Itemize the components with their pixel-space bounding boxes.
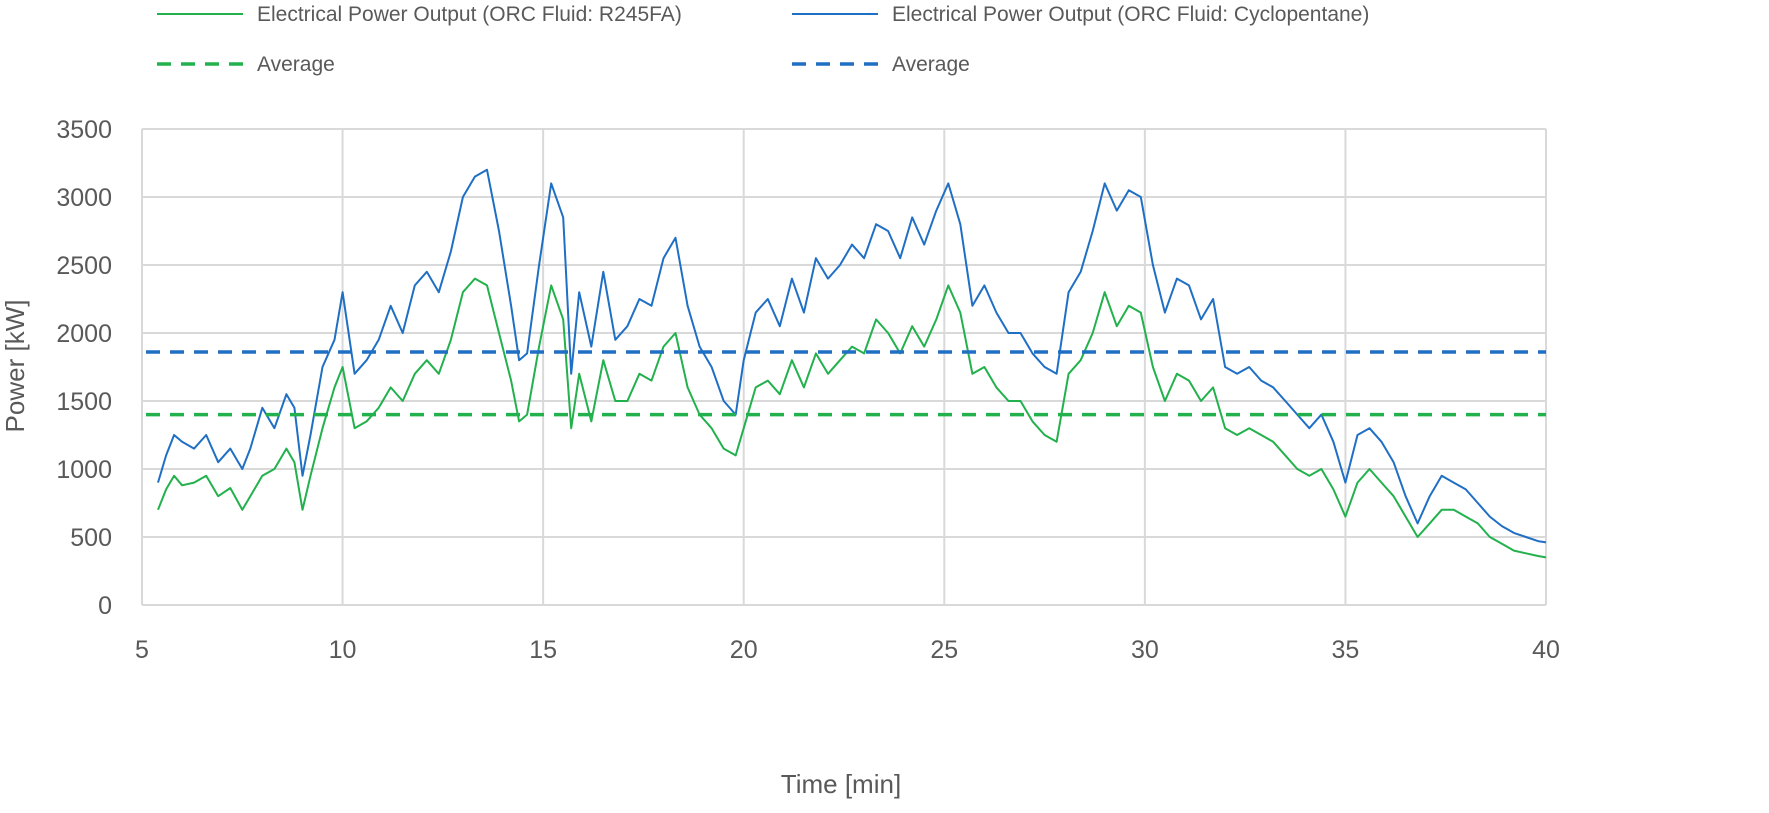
- x-tick-label: 30: [1131, 636, 1159, 664]
- x-tick-label: 5: [135, 636, 149, 664]
- legend-label-1: Electrical Power Output (ORC Fluid: Cycl…: [892, 3, 1369, 26]
- y-axis-title: Power [kW]: [0, 300, 30, 433]
- x-tick-label: 25: [930, 636, 958, 664]
- x-tick-label: 35: [1332, 636, 1360, 664]
- x-axis-ticks: 5 10 15 20 25 30 35 40: [135, 636, 1560, 664]
- y-axis-ticks: 0 500 1000 1500 2000 2500 3000 3500: [56, 116, 112, 620]
- series-line-cyclopentane: [157, 168, 1547, 544]
- y-tick-label: 1500: [56, 388, 112, 416]
- grid-lines: [141, 128, 1547, 606]
- plot-series: [146, 168, 1547, 559]
- x-tick-label: 10: [329, 636, 357, 664]
- legend-label-2: Average: [257, 53, 335, 76]
- y-tick-label: 3500: [56, 116, 112, 144]
- legend-label-3: Average: [892, 53, 970, 76]
- y-tick-label: 1000: [56, 456, 112, 484]
- x-tick-label: 15: [529, 636, 557, 664]
- legend-label-0: Electrical Power Output (ORC Fluid: R245…: [257, 3, 682, 26]
- x-tick-label: 20: [730, 636, 758, 664]
- y-tick-label: 2000: [56, 320, 112, 348]
- y-tick-label: 3000: [56, 184, 112, 212]
- legend: Electrical Power Output (ORC Fluid: R245…: [157, 3, 1369, 76]
- y-tick-label: 0: [98, 592, 112, 620]
- x-tick-label: 40: [1532, 636, 1560, 664]
- x-axis-title: Time [min]: [781, 769, 901, 799]
- y-tick-label: 2500: [56, 252, 112, 280]
- series-line-r245fa: [157, 277, 1547, 559]
- y-tick-label: 500: [70, 524, 112, 552]
